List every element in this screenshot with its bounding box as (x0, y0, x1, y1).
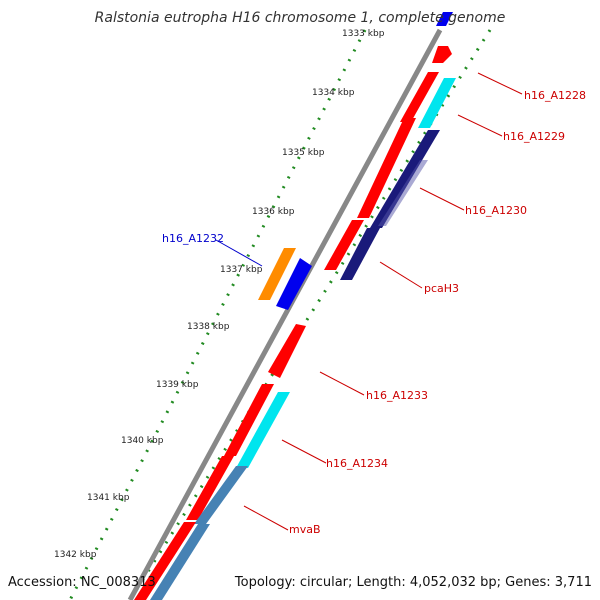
ruler-tick-1342: 1342 kbp (54, 550, 97, 560)
feature-red-small (432, 46, 452, 63)
feature-red-a1233 (268, 324, 306, 378)
accession-text: Accession: NC_008313 (8, 575, 156, 590)
leader-h16-a1230 (419, 187, 465, 211)
ruler-tick-1336: 1336 kbp (252, 207, 295, 217)
leader-h16-a1228 (477, 72, 523, 95)
topology-info-text: Topology: circular; Length: 4,052,032 bp… (234, 575, 592, 590)
ruler-tick-1334: 1334 kbp (312, 88, 355, 98)
feature-steelblue-mvab (194, 466, 248, 524)
feature-orange (258, 248, 296, 300)
feature-track (134, 12, 456, 600)
leader-h16-a1234 (281, 439, 327, 464)
feature-cyan-a1234 (236, 392, 290, 468)
ruler-dotted-track-inner (68, 29, 367, 600)
feature-red-long-1 (357, 118, 416, 218)
feature-blue-a1232 (276, 258, 312, 310)
feature-navy-a1230-light (378, 160, 428, 226)
leader-mvab (243, 505, 289, 531)
feature-steelblue-lower (150, 524, 210, 600)
gene-label-mvab[interactable]: mvaB (289, 523, 321, 536)
feature-cyan-a1229 (418, 78, 456, 128)
gene-label-h16-a1228[interactable]: h16_A1228 (524, 89, 586, 102)
ruler-tick-1337: 1337 kbp (220, 265, 263, 275)
feature-red-long-4 (134, 522, 196, 600)
gene-label-pcah3[interactable]: pcaH3 (424, 282, 459, 295)
gene-labels: h16_A1228 h16_A1229 h16_A1230 pcaH3 h16_… (162, 89, 586, 536)
feature-red-a1234 (224, 384, 274, 456)
leader-h16-a1232 (215, 239, 263, 267)
gene-label-h16-a1229[interactable]: h16_A1229 (503, 130, 565, 143)
feature-navy-pcah3 (340, 228, 380, 280)
leader-pcah3 (379, 261, 423, 289)
feature-navy-a1230 (370, 130, 440, 228)
ruler-tick-1338: 1338 kbp (187, 322, 230, 332)
map-title: Ralstonia eutropha H16 chromosome 1, com… (94, 10, 506, 26)
leader-h16-a1229 (457, 114, 503, 137)
leader-h16-a1233 (319, 371, 365, 396)
feature-red-a1228 (400, 72, 439, 122)
leader-lines (215, 72, 523, 531)
feature-blue-top (436, 12, 453, 26)
gene-label-h16-a1230[interactable]: h16_A1230 (465, 204, 527, 217)
gene-label-h16-a1232[interactable]: h16_A1232 (162, 232, 224, 245)
genome-backbone (127, 28, 443, 600)
ruler-tick-1340: 1340 kbp (121, 436, 164, 446)
ruler-labels: 1333 kbp 1334 kbp 1335 kbp 1336 kbp 1337… (54, 29, 385, 560)
ruler-tick-1341: 1341 kbp (87, 493, 130, 503)
ruler-dotted-track-outer (128, 29, 492, 600)
ruler-tick-1339: 1339 kbp (156, 380, 199, 390)
gene-label-h16-a1234[interactable]: h16_A1234 (326, 457, 388, 470)
ruler-tick-1333: 1333 kbp (342, 29, 385, 39)
ruler-tick-1335: 1335 kbp (282, 148, 325, 158)
feature-red-long-3 (186, 456, 234, 520)
feature-red-long-2 (324, 220, 364, 270)
gene-label-h16-a1233[interactable]: h16_A1233 (366, 389, 428, 402)
